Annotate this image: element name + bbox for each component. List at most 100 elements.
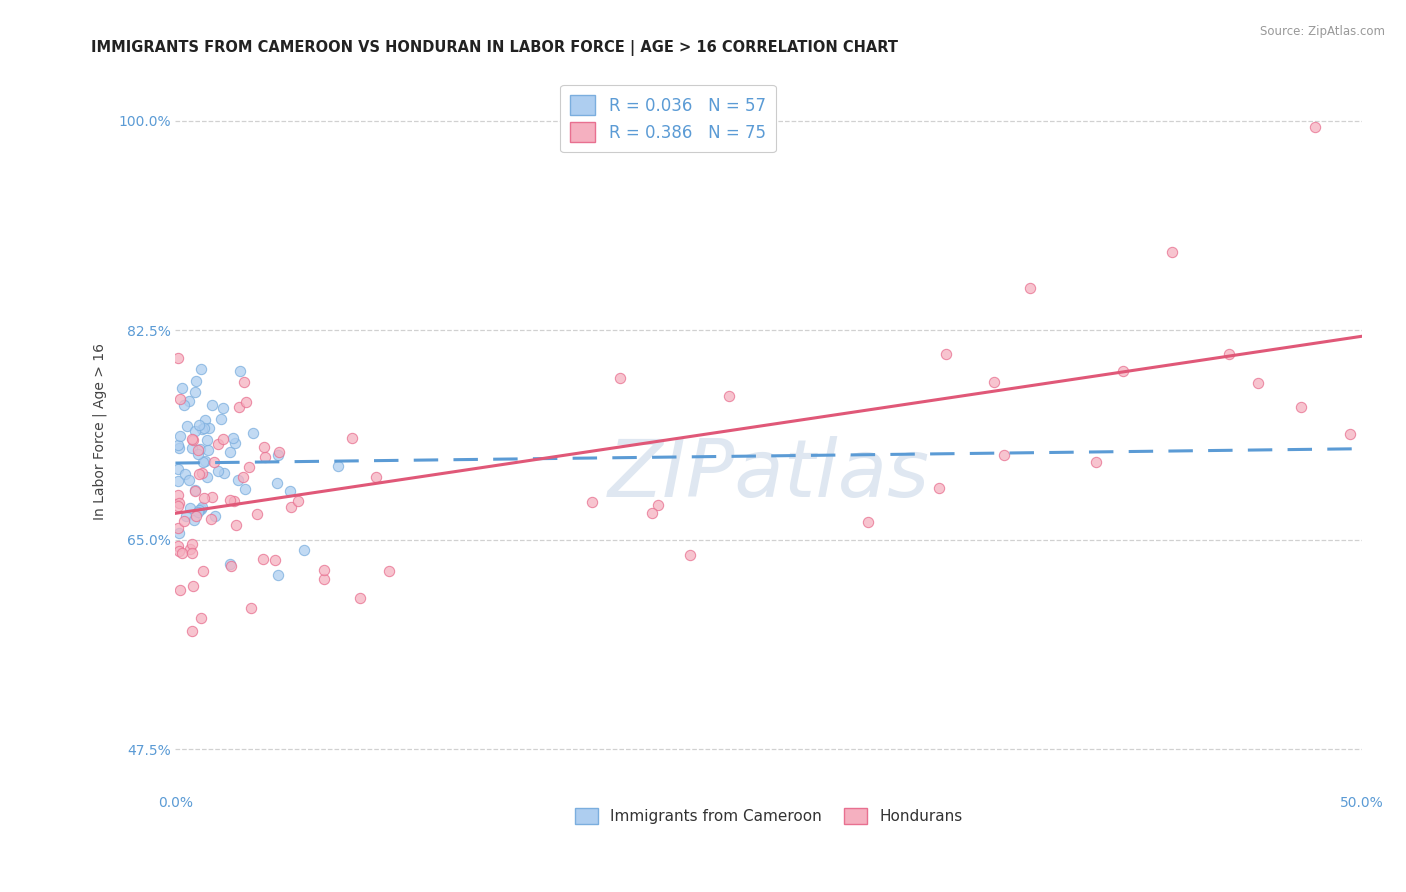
Point [181,433,204,447]
Point [1303,120,1326,134]
Point [609,371,631,385]
Point [928,481,950,495]
Point [186,509,208,524]
Point [190,611,212,625]
Point [170,546,193,560]
Point [349,591,371,605]
Point [190,362,212,376]
Point [1247,376,1270,390]
Point [1339,427,1361,442]
Point [233,482,256,496]
Point [207,465,229,479]
Point [176,419,198,434]
Point [187,447,209,461]
Point [167,526,190,541]
Point [202,455,225,469]
Point [187,467,209,481]
Point [166,474,188,488]
Point [187,442,209,457]
Point [173,398,195,412]
Point [219,558,242,573]
Point [267,568,290,582]
Point [193,420,215,434]
Point [211,401,233,415]
Point [1161,245,1184,260]
Point [1112,364,1135,378]
Point [717,389,740,403]
Point [1289,400,1312,414]
Point [232,469,254,483]
Point [263,553,285,567]
Point [184,424,207,438]
Point [225,517,247,532]
Point [983,375,1005,389]
Point [287,493,309,508]
Point [170,381,193,395]
Point [209,412,232,426]
Point [207,437,229,451]
Point [166,520,188,534]
Point [224,494,246,508]
Point [266,476,288,491]
Point [187,417,209,432]
Point [184,483,207,498]
Point [212,467,235,481]
Point [180,441,202,455]
Point [194,454,217,468]
Point [197,442,219,457]
Point [193,491,215,505]
Point [312,572,335,586]
Text: Source: ZipAtlas.com: Source: ZipAtlas.com [1260,25,1385,38]
Point [935,346,957,360]
Point [177,394,200,409]
Point [191,564,214,578]
Point [184,384,207,399]
Point [166,438,188,452]
Point [292,543,315,558]
Point [169,582,191,597]
Point [173,514,195,528]
Point [174,467,197,482]
Point [191,422,214,436]
Point [328,458,350,473]
Point [166,351,188,365]
Point [581,495,603,509]
Point [280,500,302,514]
Point [218,557,240,571]
Point [211,432,233,446]
Point [201,490,224,504]
Text: ZIPatlas: ZIPatlas [607,436,929,514]
Point [166,539,188,553]
Point [314,563,336,577]
Text: IMMIGRANTS FROM CAMEROON VS HONDURAN IN LABOR FORCE | AGE > 16 CORRELATION CHART: IMMIGRANTS FROM CAMEROON VS HONDURAN IN … [91,40,898,56]
Point [184,374,207,388]
Point [169,544,191,558]
Point [238,460,260,475]
Point [188,442,211,456]
Y-axis label: In Labor Force | Age > 16: In Labor Force | Age > 16 [93,343,107,520]
Point [181,432,204,446]
Point [187,505,209,519]
Point [190,502,212,516]
Point [179,501,201,516]
Point [222,431,245,445]
Point [228,400,250,414]
Point [166,488,188,502]
Legend: Immigrants from Cameroon, Hondurans: Immigrants from Cameroon, Hondurans [568,802,969,830]
Point [1218,347,1240,361]
Point [169,428,191,442]
Point [195,433,218,447]
Point [179,473,201,487]
Point [183,513,205,527]
Point [166,499,188,513]
Point [195,470,218,484]
Point [201,398,224,412]
Point [233,375,256,389]
Point [364,470,387,484]
Point [246,507,269,521]
Point [183,484,205,499]
Point [204,508,226,523]
Point [198,420,221,434]
Point [252,551,274,566]
Point [229,364,252,378]
